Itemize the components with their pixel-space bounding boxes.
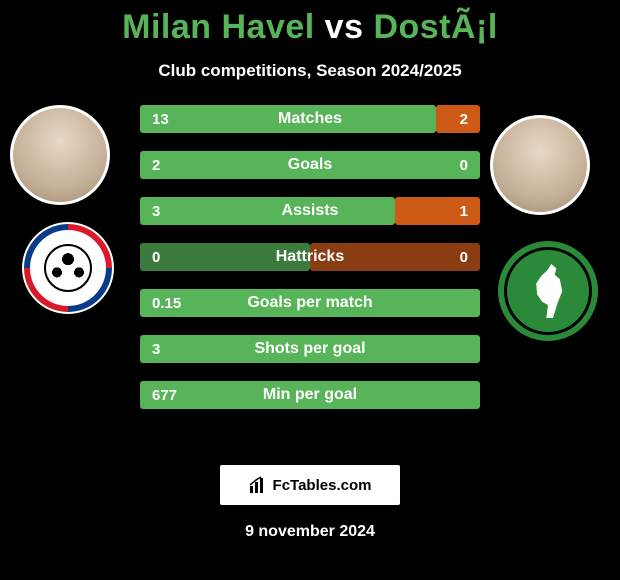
stat-label: Hattricks <box>140 248 480 266</box>
subtitle: Club competitions, Season 2024/2025 <box>0 61 620 81</box>
stat-value-right: 0 <box>460 157 468 174</box>
stat-row: 677Min per goal <box>140 381 480 409</box>
comparison-area: 13Matches22Goals03Assists10Hattricks00.1… <box>0 105 620 445</box>
club-badge-left <box>22 222 114 314</box>
title-vs: vs <box>315 8 374 46</box>
stat-label: Goals <box>140 156 480 174</box>
stat-row: 3Assists1 <box>140 197 480 225</box>
chart-icon <box>249 476 267 494</box>
stat-label: Shots per goal <box>140 340 480 358</box>
plzen-badge-ring <box>24 224 112 312</box>
page-title: Milan Havel vs DostÃ¡l <box>0 0 620 47</box>
player-left-avatar <box>10 105 110 205</box>
brand-logo: FcTables.com <box>220 465 400 505</box>
brand-text: FcTables.com <box>273 477 372 494</box>
kangaroo-icon <box>527 264 569 318</box>
stat-row: 3Shots per goal <box>140 335 480 363</box>
stat-label: Assists <box>140 202 480 220</box>
stat-label: Min per goal <box>140 386 480 404</box>
stats-table: 13Matches22Goals03Assists10Hattricks00.1… <box>140 105 480 409</box>
bohemians-badge-fill <box>507 250 589 332</box>
stat-row: 2Goals0 <box>140 151 480 179</box>
title-player-left: Milan Havel <box>122 8 315 46</box>
stat-label: Goals per match <box>140 294 480 312</box>
soccer-ball-icon <box>44 244 92 292</box>
club-badge-right <box>498 241 598 341</box>
stat-value-right: 2 <box>460 111 468 128</box>
footer-date: 9 november 2024 <box>0 523 620 541</box>
stat-row: 0.15Goals per match <box>140 289 480 317</box>
title-player-right: DostÃ¡l <box>373 8 497 46</box>
stat-row: 0Hattricks0 <box>140 243 480 271</box>
stat-row: 13Matches2 <box>140 105 480 133</box>
stat-value-right: 1 <box>460 203 468 220</box>
stat-label: Matches <box>140 110 480 128</box>
stat-value-right: 0 <box>460 249 468 266</box>
player-right-avatar <box>490 115 590 215</box>
